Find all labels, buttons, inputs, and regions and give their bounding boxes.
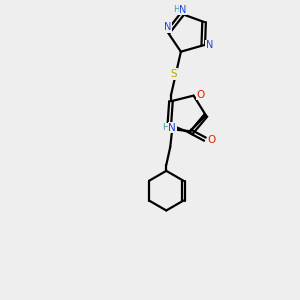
Text: N: N [179,4,187,15]
Text: S: S [171,69,177,79]
Text: H: H [162,123,169,132]
Text: O: O [196,90,205,100]
Text: N: N [206,40,213,50]
Text: O: O [207,135,215,145]
Text: H: H [173,5,180,14]
Text: N: N [164,22,171,32]
Text: N: N [168,123,176,133]
